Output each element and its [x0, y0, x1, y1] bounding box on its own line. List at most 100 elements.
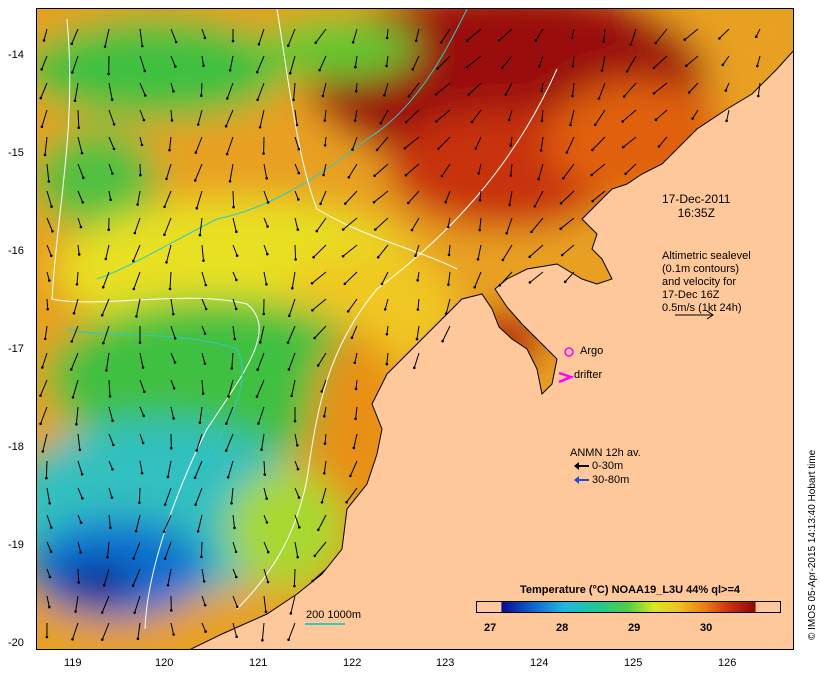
velocity-arrow — [412, 55, 420, 70]
velocity-arrow — [560, 217, 575, 230]
velocity-arrow-head — [316, 364, 320, 367]
velocity-arrow — [502, 244, 513, 261]
lat-tick-20: -20 — [8, 637, 24, 649]
velocity-arrow — [76, 271, 79, 285]
velocity-arrow — [289, 55, 296, 74]
velocity-arrow — [560, 190, 575, 204]
velocity-arrow — [167, 568, 172, 586]
lon-tick-119: 119 — [64, 657, 82, 669]
velocity-arrow-head — [143, 94, 147, 97]
velocity-arrow — [201, 28, 206, 38]
velocity-arrow-head — [100, 313, 104, 317]
velocity-arrow-head — [416, 279, 420, 282]
velocity-arrow-head — [194, 503, 197, 506]
velocity-arrow-head — [133, 231, 137, 235]
velocity-arrow-head — [78, 448, 82, 452]
velocity-arrow-head — [163, 233, 166, 236]
velocity-arrow — [201, 244, 204, 261]
velocity-arrow-head — [652, 66, 656, 70]
drifter-marker[interactable] — [558, 371, 575, 384]
velocity-arrow-head — [344, 202, 347, 205]
velocity-arrow — [622, 109, 637, 122]
velocity-arrow-head — [354, 387, 358, 391]
velocity-arrow-head — [478, 198, 482, 202]
velocity-arrow-head — [131, 584, 135, 587]
velocity-arrow-head — [256, 368, 259, 371]
velocity-arrow-head — [227, 395, 230, 398]
velocity-arrow-head — [560, 253, 564, 257]
velocity-arrow-head — [534, 39, 538, 42]
velocity-arrow — [200, 541, 203, 557]
velocity-arrow — [374, 163, 389, 177]
velocity-arrow — [108, 190, 112, 200]
velocity-arrow-head — [383, 93, 386, 97]
velocity-arrow-head — [70, 340, 74, 343]
velocity-arrow — [405, 109, 420, 123]
velocity-arrow-head — [318, 68, 321, 72]
velocity-arrow-head — [350, 336, 354, 340]
velocity-arrow-head — [196, 123, 200, 126]
velocity-arrow-head — [198, 421, 202, 425]
velocity-arrow — [376, 136, 389, 151]
velocity-arrow-head — [140, 143, 144, 147]
velocity-arrow — [447, 217, 451, 227]
colorbar — [476, 601, 781, 613]
velocity-arrow — [167, 460, 172, 477]
velocity-arrow — [294, 487, 300, 498]
velocity-arrow — [316, 217, 327, 232]
velocity-arrow — [77, 136, 83, 154]
velocity-arrow-head — [629, 43, 633, 46]
velocity-arrow-head — [234, 307, 238, 311]
velocity-arrow-head — [233, 337, 237, 341]
velocity-arrow — [75, 406, 79, 425]
velocity-arrow — [164, 190, 172, 207]
velocity-arrow — [229, 55, 234, 71]
velocity-arrow — [653, 55, 668, 69]
velocity-arrow-head — [170, 119, 174, 122]
velocity-arrow-head — [143, 390, 146, 393]
velocity-arrow-head — [135, 315, 138, 318]
velocity-arrow-head — [111, 419, 114, 423]
velocity-arrow — [349, 460, 358, 477]
velocity-arrow-head — [354, 417, 357, 421]
velocity-arrow-head — [537, 177, 540, 181]
velocity-arrow — [108, 379, 111, 397]
velocity-arrow — [324, 109, 327, 121]
velocity-arrow — [407, 190, 420, 204]
velocity-arrow-head — [173, 337, 177, 340]
velocity-arrow — [315, 28, 327, 43]
velocity-arrow — [384, 298, 389, 310]
velocity-arrow-head — [203, 362, 207, 365]
velocity-arrow-head — [497, 39, 501, 42]
velocity-arrow — [417, 271, 420, 281]
velocity-arrow — [294, 163, 300, 174]
timestamp-time: 16:35Z — [677, 206, 715, 220]
velocity-arrow-head — [230, 367, 234, 370]
velocity-arrow-head — [372, 200, 376, 204]
velocity-arrow-head — [47, 180, 51, 183]
velocity-arrow — [312, 568, 327, 582]
velocity-arrow-head — [42, 39, 46, 42]
velocity-arrow-head — [204, 307, 208, 311]
velocity-arrow — [139, 406, 145, 416]
velocity-arrow-head — [476, 258, 480, 261]
velocity-arrow-head — [204, 283, 208, 287]
velocity-arrow — [108, 487, 113, 498]
velocity-arrow-head — [352, 446, 356, 450]
velocity-arrow — [603, 28, 606, 42]
sst-map[interactable] — [36, 8, 794, 650]
argo-marker[interactable] — [564, 347, 574, 357]
velocity-arrow-head — [380, 282, 384, 286]
velocity-arrow-head — [349, 474, 352, 478]
velocity-arrow — [134, 595, 141, 613]
velocity-arrow — [569, 109, 575, 126]
velocity-arrow — [77, 163, 84, 178]
velocity-arrow-head — [231, 39, 235, 43]
velocity-arrow-head — [48, 501, 51, 505]
velocity-arrow-head — [540, 89, 543, 93]
velocity-arrow — [195, 487, 203, 505]
velocity-arrow-head — [258, 125, 262, 129]
velocity-arrow-head — [528, 281, 532, 284]
velocity-arrow-head — [136, 203, 139, 206]
velocity-arrow — [541, 82, 544, 92]
